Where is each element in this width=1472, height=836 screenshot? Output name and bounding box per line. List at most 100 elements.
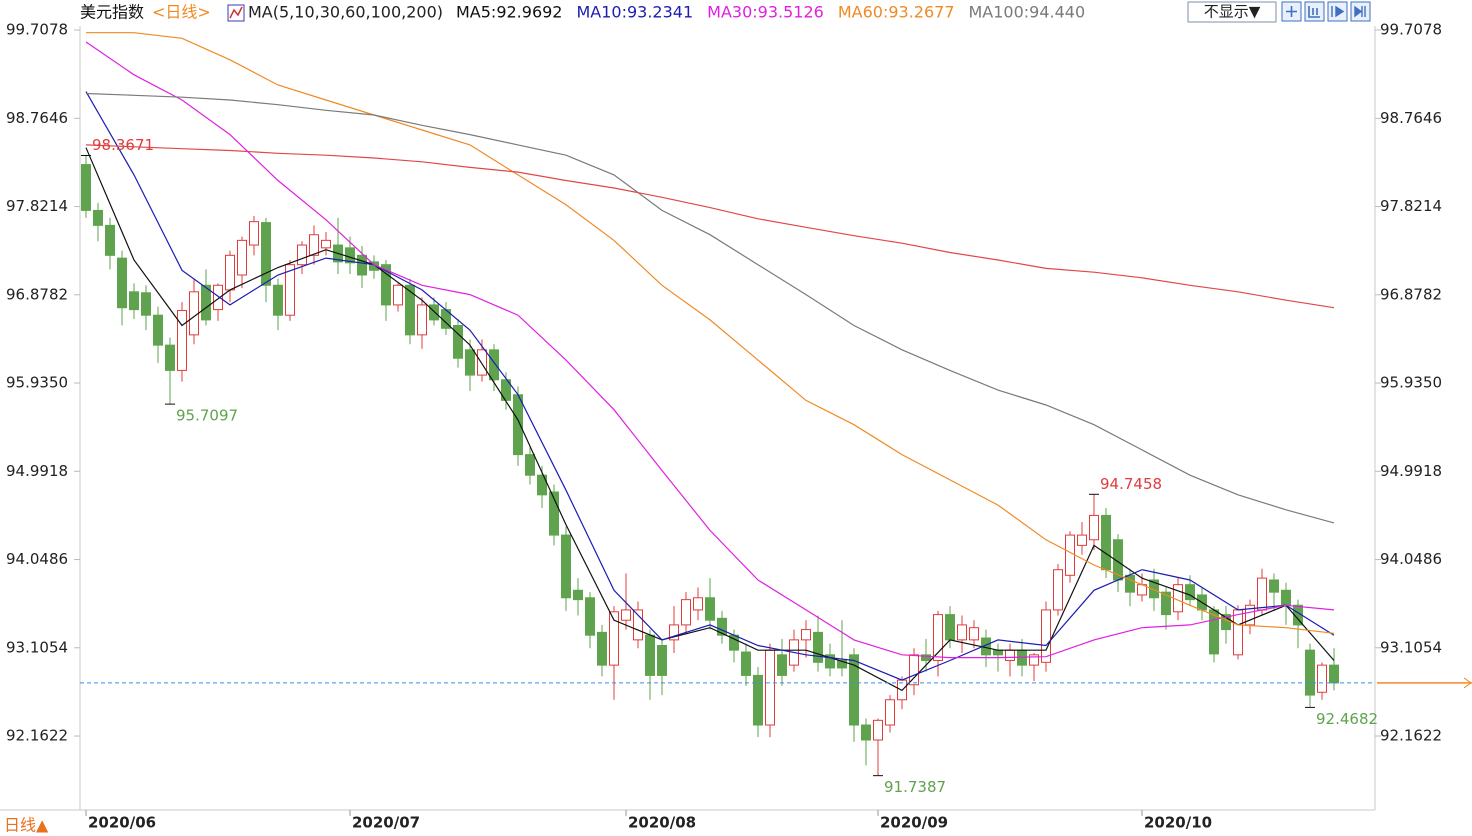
candle-body	[657, 644, 667, 676]
candle-body	[1089, 514, 1099, 541]
candle-body	[1317, 664, 1327, 693]
candle-body	[945, 614, 955, 641]
candle-body	[609, 611, 619, 666]
legend-entry: MA10:93.2341	[576, 3, 693, 22]
period-label: <日线>	[152, 3, 211, 22]
tool-glyph	[1308, 6, 1320, 18]
header-bg	[78, 0, 1378, 26]
ma-icon-glyph	[229, 6, 243, 19]
candle-body	[285, 264, 295, 316]
y-tick-label-right: 97.8214	[1380, 197, 1442, 215]
candle-body	[1269, 579, 1279, 593]
candle-body	[1005, 649, 1015, 661]
candle-body	[1041, 609, 1051, 663]
candle-body	[585, 597, 595, 636]
candle-body	[1305, 649, 1315, 696]
candle-body	[273, 284, 283, 316]
y-tick-label: 95.9350	[6, 374, 68, 392]
candle-body	[201, 284, 211, 321]
candle-body	[957, 624, 967, 641]
ma-line	[85, 144, 1335, 309]
high-label: 98.3671	[92, 136, 154, 154]
candle-body	[621, 609, 631, 621]
candle-body	[117, 257, 127, 309]
candle-body	[573, 589, 583, 601]
ma-line	[85, 147, 1335, 692]
low-label: 95.7097	[176, 407, 238, 425]
candle-body	[753, 674, 763, 726]
candle-body	[453, 325, 463, 359]
y-tick-label: 94.9918	[6, 462, 68, 480]
candle-body	[873, 719, 883, 741]
candle-body	[105, 224, 115, 256]
x-tick-label: 2020/06	[88, 814, 156, 832]
candle-body	[225, 254, 235, 291]
candle-body	[189, 291, 199, 336]
candle-body	[717, 617, 727, 636]
candle-body	[1029, 654, 1039, 666]
legend: MA5:92.9692 MA10:93.2341 MA30:93.5126 MA60:…	[456, 3, 1085, 22]
candle-body	[129, 291, 139, 311]
legend-entry: MA100:94.440	[969, 3, 1086, 22]
candle-body	[393, 284, 403, 306]
candle-body	[1233, 609, 1243, 656]
candle-body	[321, 239, 331, 249]
hide-button-label[interactable]: 不显示▼	[1204, 3, 1261, 21]
candle-body	[921, 654, 931, 661]
candle-body	[489, 349, 499, 381]
candle-body	[1281, 589, 1291, 606]
candle-body	[933, 614, 943, 661]
y-tick-label-right: 92.1622	[1380, 727, 1442, 745]
candle-body	[1257, 577, 1267, 611]
candle-body	[465, 349, 475, 376]
candle-body	[1149, 579, 1159, 599]
tool-glyph	[1331, 5, 1345, 18]
candle-body	[909, 654, 919, 686]
high-label: 94.7458	[1100, 475, 1162, 493]
ma-line	[86, 32, 1335, 634]
tool-glyph	[1354, 5, 1366, 18]
hide-button[interactable]	[1187, 1, 1277, 23]
legend-entry: MA60:93.2677	[838, 3, 955, 22]
candle-body	[477, 349, 487, 376]
candle-body	[81, 164, 91, 211]
y-tick-label-right: 94.9918	[1380, 462, 1442, 480]
y-tick-label-right: 94.0486	[1380, 550, 1442, 568]
candle-body	[549, 491, 559, 536]
candle-body	[405, 284, 415, 336]
candle-body	[849, 654, 859, 726]
y-tick-label-right: 96.8782	[1380, 285, 1442, 303]
x-tick-label: 2020/08	[628, 814, 696, 832]
candle-body	[993, 649, 1003, 656]
candle-body	[93, 209, 103, 226]
tool-glyph	[1286, 6, 1297, 17]
y-tick-label: 93.1054	[6, 638, 68, 656]
candle-body	[297, 244, 307, 266]
candle-body	[693, 597, 703, 611]
candle-body	[633, 609, 643, 641]
candle-body	[177, 310, 187, 371]
y-tick-label-right: 99.7078	[1380, 21, 1442, 39]
ma-label: MA(5,10,30,60,100,200)	[248, 3, 443, 22]
toolbar: 不显示▼	[1187, 1, 1371, 23]
candle-body	[309, 234, 319, 256]
candle-body	[1065, 534, 1075, 576]
candle-body	[1245, 604, 1255, 626]
candle-body	[513, 394, 523, 456]
period-tab-bg[interactable]	[0, 812, 62, 836]
candle-body	[429, 304, 439, 321]
candle-body	[765, 649, 775, 726]
period-tab[interactable]: 日线▲	[4, 816, 49, 835]
candle-body	[141, 292, 151, 316]
tool-icon[interactable]	[1304, 1, 1325, 22]
y-tick-label-right: 93.1054	[1380, 638, 1442, 656]
candle-body	[741, 651, 751, 676]
low-label: 91.7387	[884, 778, 946, 796]
candle-body	[537, 474, 547, 496]
ma-line	[85, 92, 1335, 524]
candle-body	[261, 222, 271, 286]
candle-body	[801, 629, 811, 641]
candle-body	[357, 254, 367, 276]
ma-icon[interactable]	[227, 4, 245, 22]
candle-body	[825, 654, 835, 669]
